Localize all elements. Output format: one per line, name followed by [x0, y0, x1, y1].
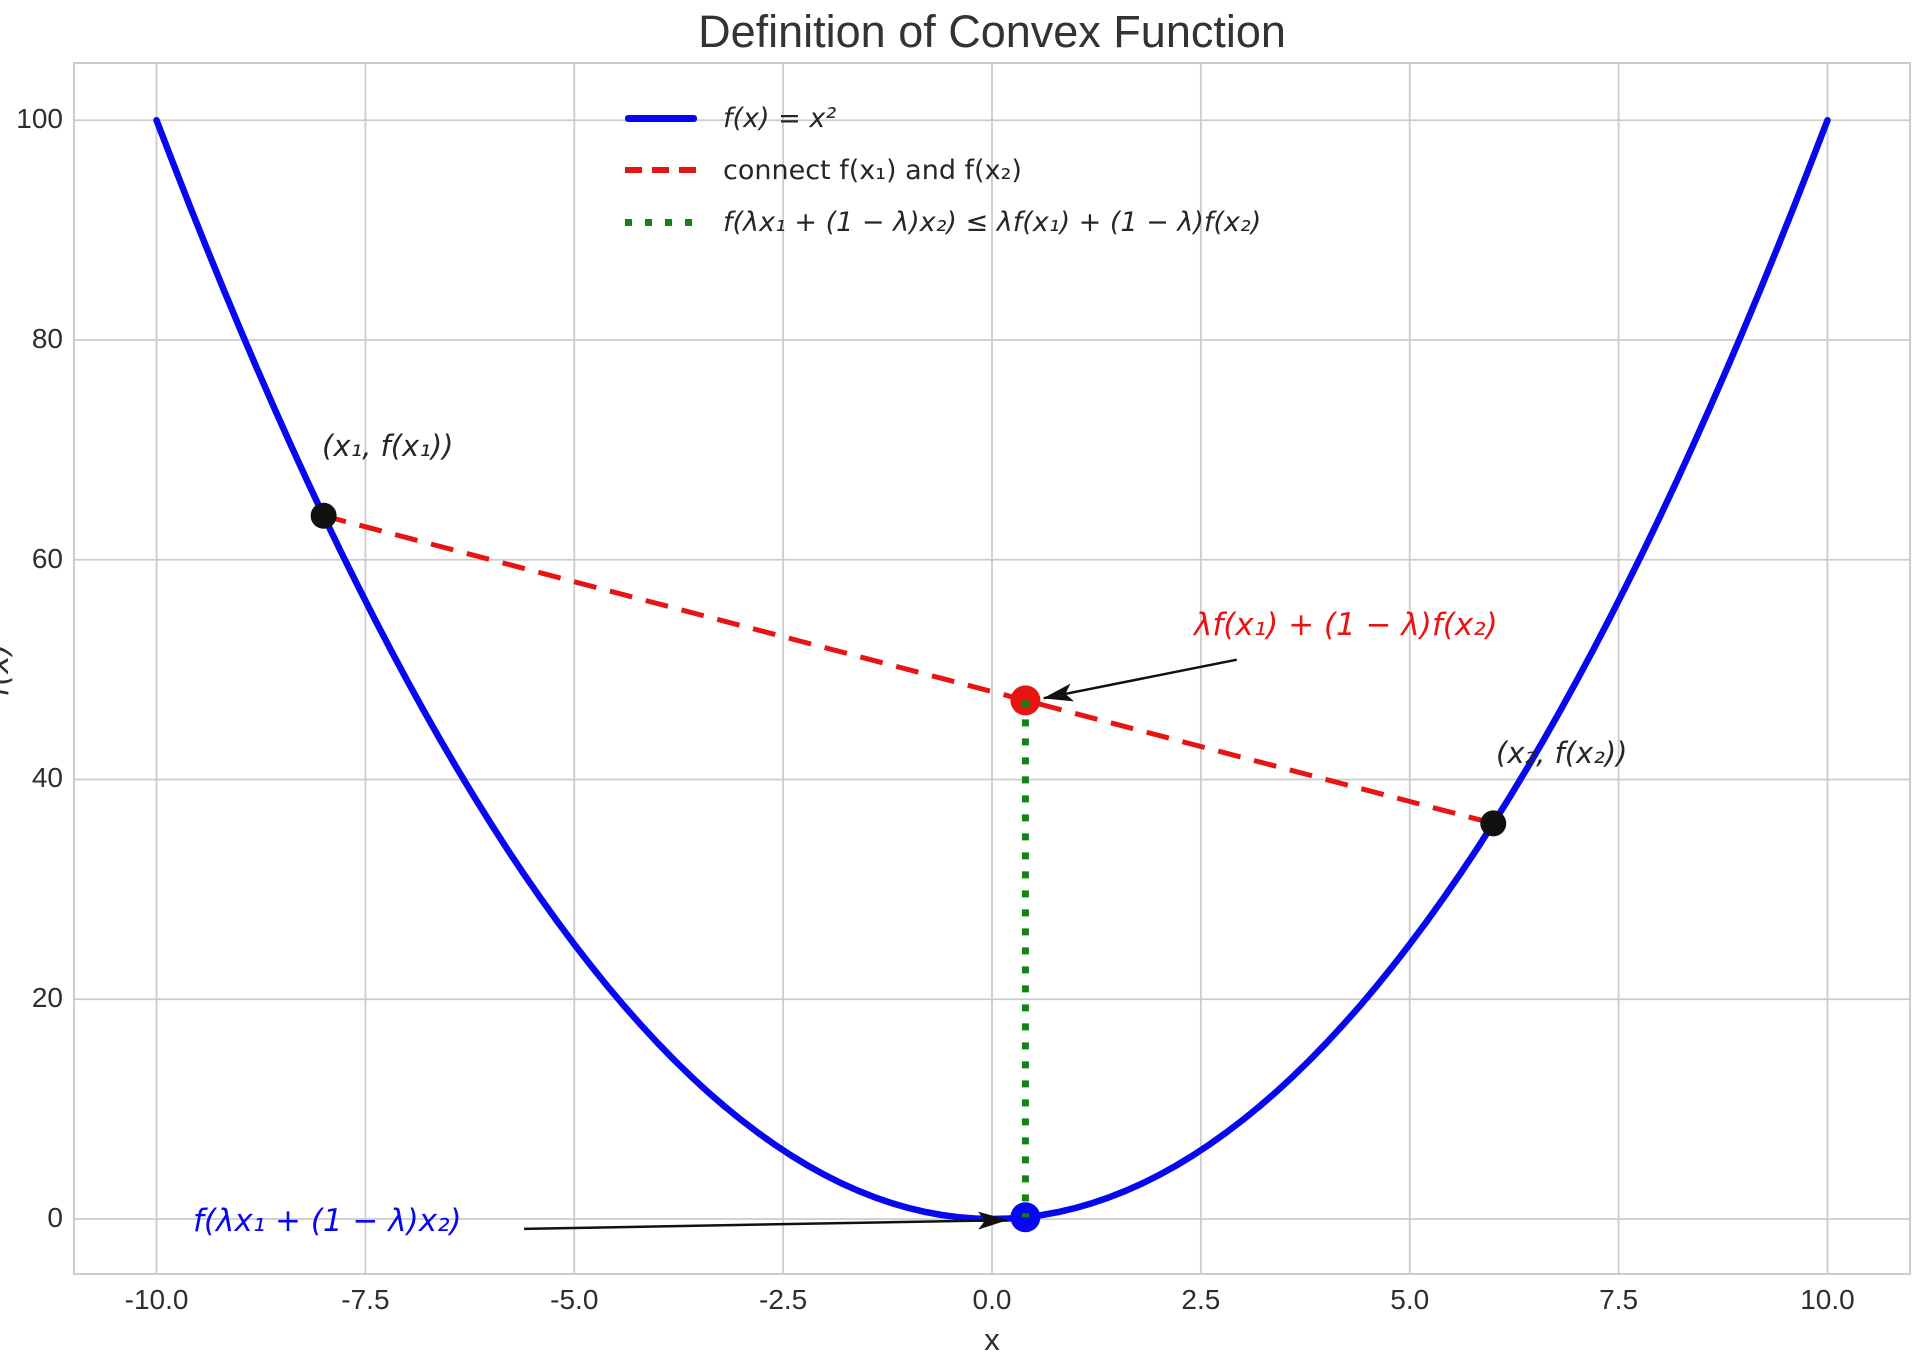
chart-title: Definition of Convex Function: [698, 6, 1286, 57]
legend-item: f(x) = x²: [625, 92, 1261, 144]
annotation-chord-value: λf(x₁) + (1 − λ)f(x₂): [1194, 607, 1498, 643]
annotation-arrow: [1042, 658, 1238, 702]
y-tick-label: 0: [47, 1201, 63, 1233]
annotation-point2: (x₂, f(x₂)): [1496, 736, 1628, 770]
x-tick-label: 7.5: [1599, 1284, 1639, 1315]
x-tick-label: -5.0: [550, 1284, 599, 1315]
legend: f(x) = x² connect f(x₁) and f(x₂) f(λx₁ …: [625, 92, 1261, 248]
plot-frame: [73, 62, 1911, 1275]
legend-label: f(λx₁ + (1 − λ)x₂) ≤ λf(x₁) + (1 − λ)f(x…: [723, 206, 1262, 238]
y-tick-label: 20: [31, 982, 63, 1014]
annotation-point1: (x₁, f(x₁)): [322, 429, 454, 463]
plot-area: [73, 62, 1911, 1275]
x-tick-label: 5.0: [1390, 1284, 1430, 1315]
x-axis-label: x: [984, 1322, 1000, 1357]
annotation-function-value: f(λx₁ + (1 − λ)x₂): [193, 1203, 462, 1239]
x-tick-label: -10.0: [124, 1284, 189, 1315]
point-black: [1480, 810, 1507, 837]
legend-label: f(x) = x²: [723, 102, 837, 134]
legend-swatch-2: [625, 218, 697, 226]
x-tick-label: 2.5: [1181, 1284, 1221, 1315]
legend-label: connect f(x₁) and f(x₂): [723, 154, 1022, 186]
chord-line: [323, 513, 1494, 826]
legend-item: connect f(x₁) and f(x₂): [625, 144, 1261, 196]
x-tick-label: 10.0: [1800, 1284, 1855, 1315]
y-tick-label: 80: [31, 322, 63, 354]
y-axis-label: f(x): [0, 643, 16, 697]
y-tick-label: 100: [16, 103, 63, 135]
annotation-arrow: [524, 1211, 1009, 1231]
x-tick-label: -2.5: [759, 1284, 808, 1315]
x-tick-label: 0.0: [972, 1284, 1012, 1315]
legend-swatch-0: [625, 114, 697, 122]
y-tick-label: 60: [31, 542, 63, 574]
x-tick-label: -7.5: [341, 1284, 390, 1315]
point-black: [310, 502, 337, 529]
y-tick-label: 40: [31, 762, 63, 794]
legend-swatch-1: [625, 167, 697, 173]
legend-item: f(λx₁ + (1 − λ)x₂) ≤ λf(x₁) + (1 − λ)f(x…: [625, 196, 1261, 248]
